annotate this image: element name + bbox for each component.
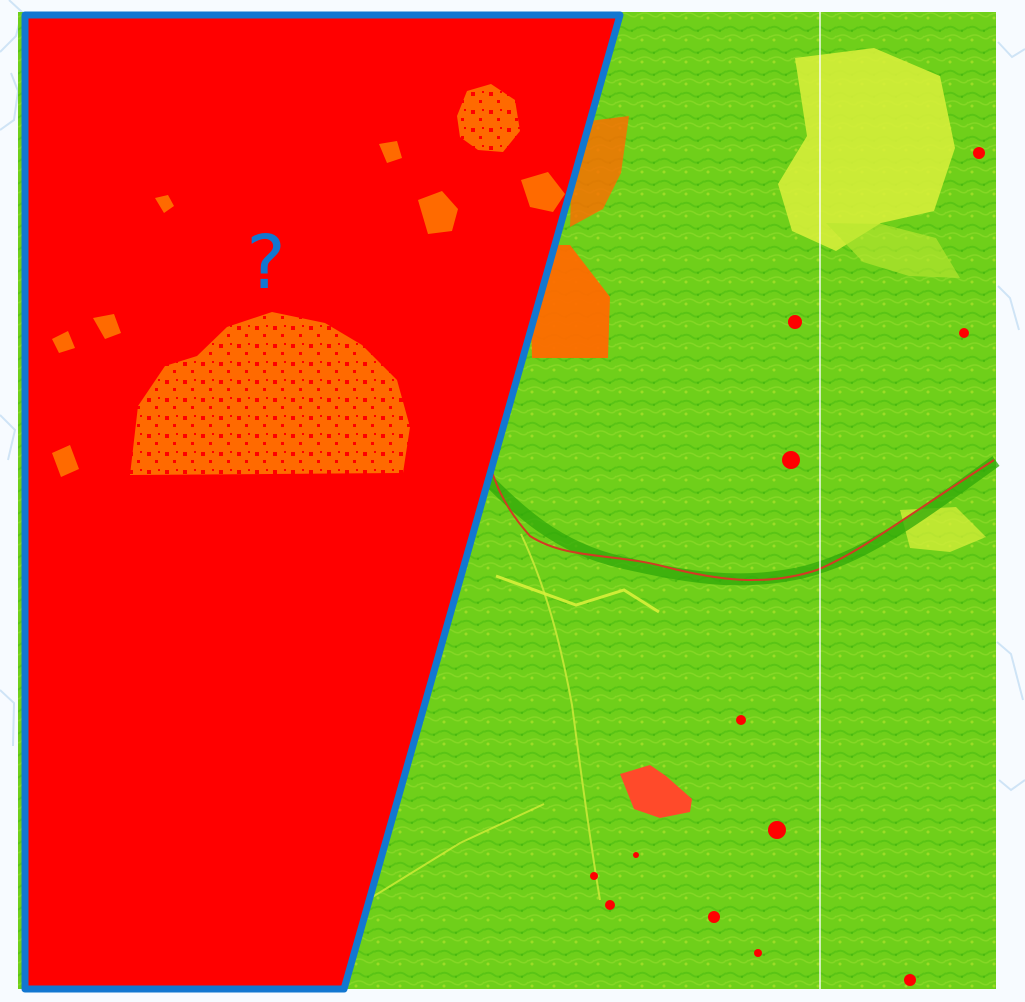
basemap-water-lines: [0, 0, 1025, 792]
yellow-field-edge: [495, 574, 660, 614]
yellow-vegetation-patch-north: [778, 48, 955, 251]
question-mark-annotation: ?: [246, 220, 285, 306]
dark-river-corridor: [465, 456, 1000, 586]
red-pond-12: [904, 974, 916, 986]
orange-highlight-top: [457, 84, 520, 152]
red-pond-8: [605, 900, 615, 910]
orange-small-patch-6: [155, 195, 174, 213]
orange-small-patch-7: [379, 141, 402, 163]
red-wetland-patch: [620, 765, 692, 818]
yellow-road-line: [520, 533, 601, 901]
red-river-line: [485, 449, 995, 581]
orange-highlight-large: [130, 312, 410, 475]
yellow-vegetation-patch-northwest: [826, 223, 960, 278]
red-pond-1: [788, 315, 802, 329]
red-pond-9: [633, 852, 639, 858]
red-pond-5: [768, 821, 786, 839]
red-pond-4: [959, 328, 969, 338]
orange-small-patch-2: [521, 172, 565, 212]
orange-small-patch-1: [418, 191, 458, 234]
orange-small-patch-5: [52, 331, 75, 353]
yellow-track-line: [365, 803, 545, 902]
red-pond-3: [973, 147, 985, 159]
red-pond-6: [736, 715, 746, 725]
red-pond-2: [782, 451, 800, 469]
red-pond-11: [754, 949, 762, 957]
orange-small-patch-4: [93, 314, 121, 339]
region-outline[interactable]: [21, 11, 624, 993]
orange-small-patch-3: [52, 445, 79, 477]
red-pond-7: [708, 911, 720, 923]
missing-data-area: [25, 15, 620, 989]
red-pond-10: [590, 872, 598, 880]
raster-layer[interactable]: ?: [18, 11, 1000, 993]
